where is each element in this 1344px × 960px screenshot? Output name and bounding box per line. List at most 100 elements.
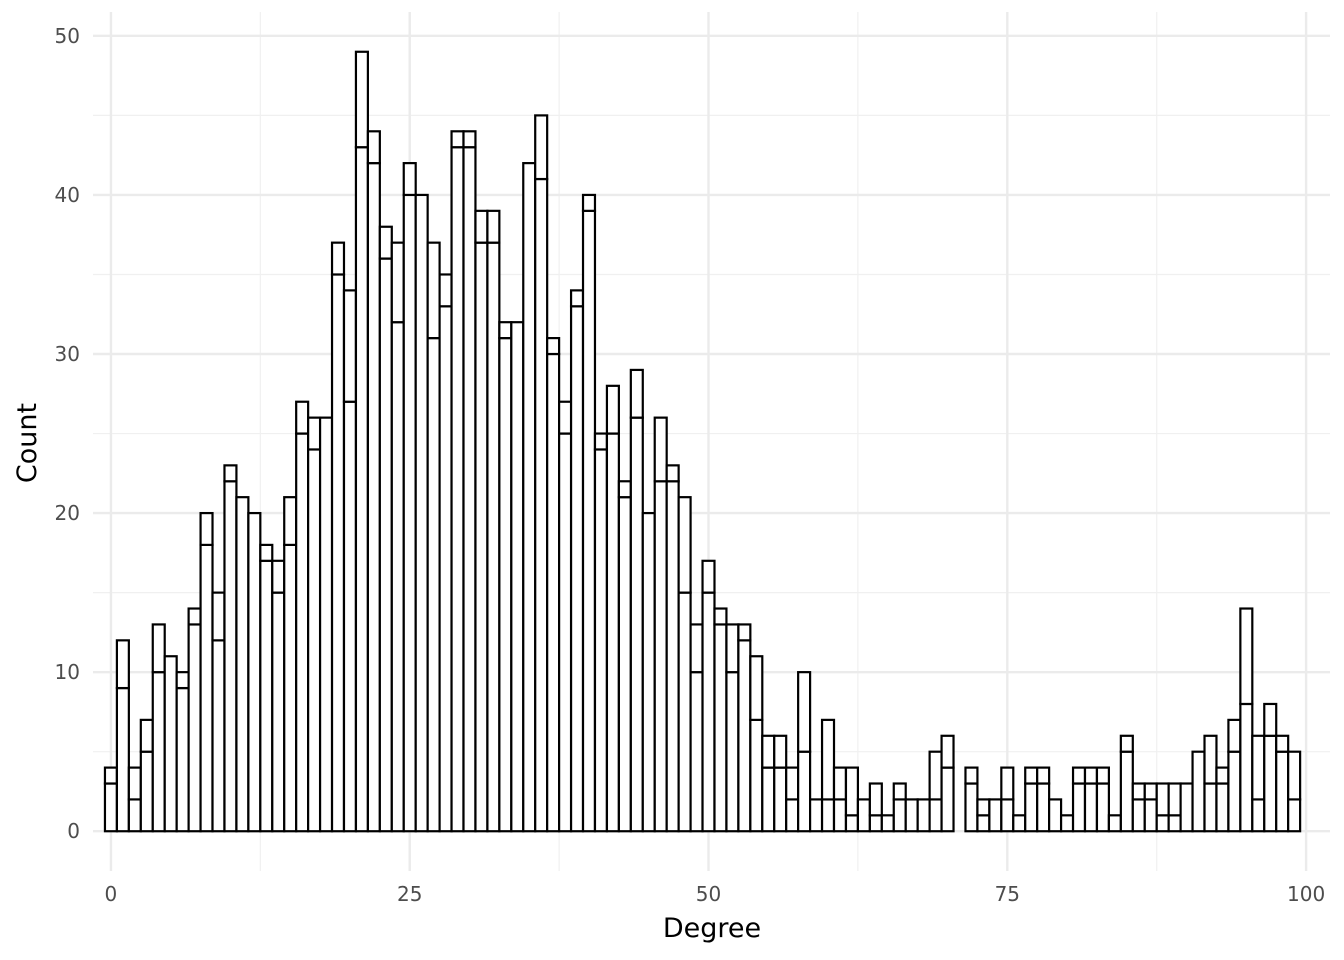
- histogram-bar-segment: [1083, 782, 1099, 833]
- histogram-bar-segment: [761, 734, 776, 769]
- histogram-bar-segment: [474, 209, 489, 244]
- histogram-bar-segment: [1287, 798, 1302, 833]
- histogram-bar-segment: [1203, 782, 1218, 833]
- histogram-bar-segment: [426, 337, 441, 833]
- histogram-bar-segment: [832, 798, 848, 833]
- histogram-bar-segment: [773, 734, 788, 769]
- histogram-bar-segment: [1000, 766, 1015, 801]
- histogram-bar-segment: [342, 289, 358, 403]
- histogram-bar-segment: [103, 782, 119, 833]
- histogram-bar-segment: [558, 400, 573, 435]
- histogram-bar-segment: [1024, 766, 1039, 785]
- histogram-bar-segment: [593, 432, 609, 451]
- histogram-bar-segment: [438, 273, 453, 308]
- histogram-bar-segment: [665, 464, 680, 483]
- x-axis-title: Degree: [663, 913, 761, 944]
- y-tick-label: 40: [55, 183, 80, 207]
- histogram-bar-segment: [1227, 718, 1242, 753]
- histogram-bar-segment: [713, 607, 728, 626]
- histogram-bar-segment: [1167, 814, 1182, 833]
- histogram-bar-segment: [390, 241, 405, 324]
- histogram-bar-segment: [283, 543, 298, 833]
- histogram-bar-segment: [892, 782, 907, 801]
- histogram-bar-segment: [199, 543, 214, 833]
- histogram-bar-segment: [438, 305, 453, 833]
- x-tick-label: 75: [995, 882, 1020, 906]
- histogram-bar-segment: [1024, 782, 1039, 833]
- histogram-bar-segment: [629, 368, 644, 419]
- histogram-bar-segment: [163, 655, 178, 833]
- histogram-bar-segment: [115, 639, 130, 690]
- histogram-bar-segment: [1203, 734, 1218, 785]
- histogram-bar-segment: [498, 321, 513, 340]
- y-axis-title: Count: [12, 403, 43, 483]
- histogram-bar-segment: [534, 114, 549, 181]
- histogram-bar-segment: [558, 432, 573, 833]
- histogram-bar-segment: [223, 464, 238, 483]
- histogram-bar-segment: [1155, 814, 1170, 833]
- histogram-bar-segment: [1095, 766, 1110, 785]
- histogram-bar-segment: [474, 241, 489, 833]
- histogram-bar-segment: [342, 400, 358, 833]
- histogram-bar-segment: [223, 480, 238, 833]
- histogram-bar-segment: [641, 511, 656, 833]
- histogram-bar-segment: [283, 496, 298, 546]
- histogram-bar-segment: [295, 400, 310, 435]
- histogram-bar-segment: [1048, 798, 1063, 833]
- y-tick-label: 10: [55, 660, 80, 684]
- histogram-bar-segment: [414, 193, 429, 833]
- x-tick-label: 100: [1287, 882, 1325, 906]
- x-tick-label: 25: [397, 882, 422, 906]
- histogram-bar-segment: [1083, 766, 1099, 785]
- histogram-bar-segment: [593, 448, 609, 833]
- histogram-bar-segment: [569, 289, 585, 308]
- histogram-bar-segment: [1251, 798, 1266, 833]
- histogram-bar-segment: [1036, 782, 1051, 833]
- histogram-bar-segment: [1215, 766, 1230, 785]
- histogram-bar-segment: [199, 511, 214, 546]
- histogram-bar-segment: [797, 750, 812, 833]
- histogram-bar-segment: [1071, 782, 1087, 833]
- histogram-bar-segment: [1071, 766, 1087, 785]
- histogram-bar-segment: [785, 766, 800, 801]
- histogram-bar-segment: [462, 130, 477, 149]
- histogram-bar-segment: [1119, 734, 1134, 753]
- histogram-bar-segment: [498, 337, 513, 833]
- histogram-bar-segment: [569, 305, 585, 833]
- histogram-bar-segment: [486, 209, 501, 244]
- histogram-bar-segment: [354, 50, 369, 149]
- histogram-bar-segment: [318, 416, 334, 833]
- histogram-bar-segment: [928, 750, 943, 801]
- histogram-bar-segment: [809, 798, 824, 833]
- histogram-bar-segment: [725, 623, 740, 674]
- histogram-bar-segment: [1215, 782, 1230, 833]
- histogram-bar-segment: [665, 480, 680, 833]
- histogram-bar-segment: [127, 766, 142, 801]
- histogram-bar-segment: [354, 146, 369, 833]
- histogram-bar-segment: [737, 623, 752, 642]
- histogram-bar-segment: [1059, 814, 1075, 833]
- histogram-bar-segment: [581, 209, 597, 833]
- histogram-bar-segment: [211, 591, 226, 642]
- y-tick-label: 30: [55, 342, 80, 366]
- histogram-bar-segment: [211, 639, 226, 833]
- histogram-bar-segment: [1095, 782, 1110, 833]
- histogram-bar-segment: [713, 623, 728, 833]
- histogram-bar-segment: [1263, 734, 1278, 833]
- histogram-bar-segment: [1036, 766, 1051, 785]
- histogram-bar-segment: [904, 798, 919, 833]
- histogram-bar-segment: [1239, 607, 1254, 706]
- histogram-bar-segment: [546, 337, 561, 356]
- histogram-bar-segment: [653, 416, 668, 483]
- histogram-bar-segment: [928, 798, 943, 833]
- histogram-bar-segment: [677, 496, 692, 594]
- histogram-bar-segment: [844, 766, 860, 817]
- histogram-bar-segment: [725, 671, 740, 833]
- histogram-bar-segment: [1191, 750, 1206, 833]
- histogram-bar-segment: [988, 798, 1003, 833]
- histogram-bar-segment: [1131, 798, 1146, 833]
- histogram-bar-segment: [534, 177, 549, 833]
- histogram-bar-segment: [749, 718, 764, 833]
- histogram-bar-segment: [701, 559, 716, 594]
